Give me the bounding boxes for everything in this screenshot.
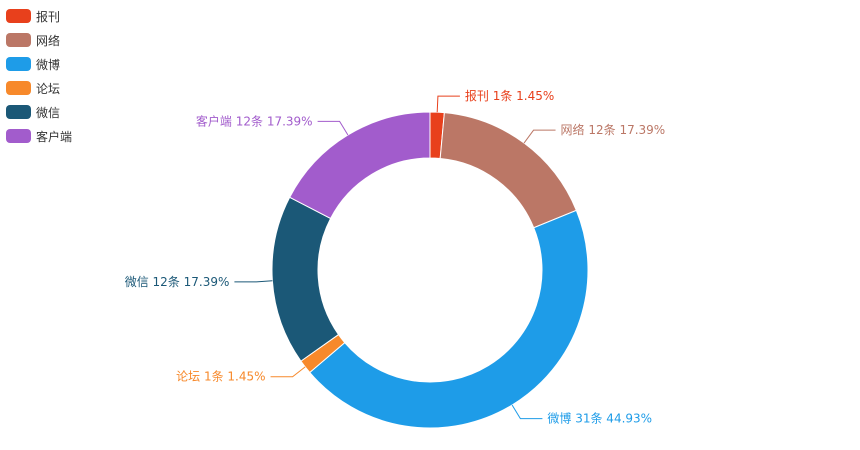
legend-swatch [6,81,31,95]
legend-label: 客户端 [36,129,73,144]
legend-label: 网络 [36,33,61,48]
leader-line [523,129,556,144]
legend-item[interactable]: 网络 [6,28,72,52]
legend-swatch [6,57,31,71]
legend-swatch [6,33,31,47]
legend-item[interactable]: 微信 [6,100,72,124]
chart-legend: 报刊网络微博论坛微信客户端 [6,4,72,148]
slice-label: 客户端 12条 17.39% [196,113,313,128]
slice-label: 报刊 1条 1.45% [465,88,554,103]
legend-swatch [6,105,31,119]
leader-line [317,120,349,136]
leader-line [270,366,306,378]
slice-label: 微信 12条 17.39% [125,275,230,289]
slice-label: 微博 31条 44.93% [547,411,652,426]
leader-line [436,95,460,113]
slice-label: 网络 12条 17.39% [561,122,666,137]
legend-item[interactable]: 客户端 [6,124,72,148]
legend-swatch [6,9,31,23]
legend-swatch [6,129,31,143]
leader-line [234,280,273,283]
donut-slice[interactable] [309,209,589,429]
leader-line [511,404,543,420]
slice-label: 论坛 1条 1.45% [176,370,265,384]
legend-label: 微信 [36,105,61,120]
donut-slice[interactable] [271,196,340,362]
legend-item[interactable]: 微博 [6,52,72,76]
legend-item[interactable]: 论坛 [6,76,72,100]
legend-label: 微博 [36,57,61,72]
legend-label: 论坛 [36,81,61,96]
legend-item[interactable]: 报刊 [6,4,72,28]
donut-slice[interactable] [289,111,431,220]
legend-label: 报刊 [36,9,61,24]
donut-slice[interactable] [439,112,577,229]
